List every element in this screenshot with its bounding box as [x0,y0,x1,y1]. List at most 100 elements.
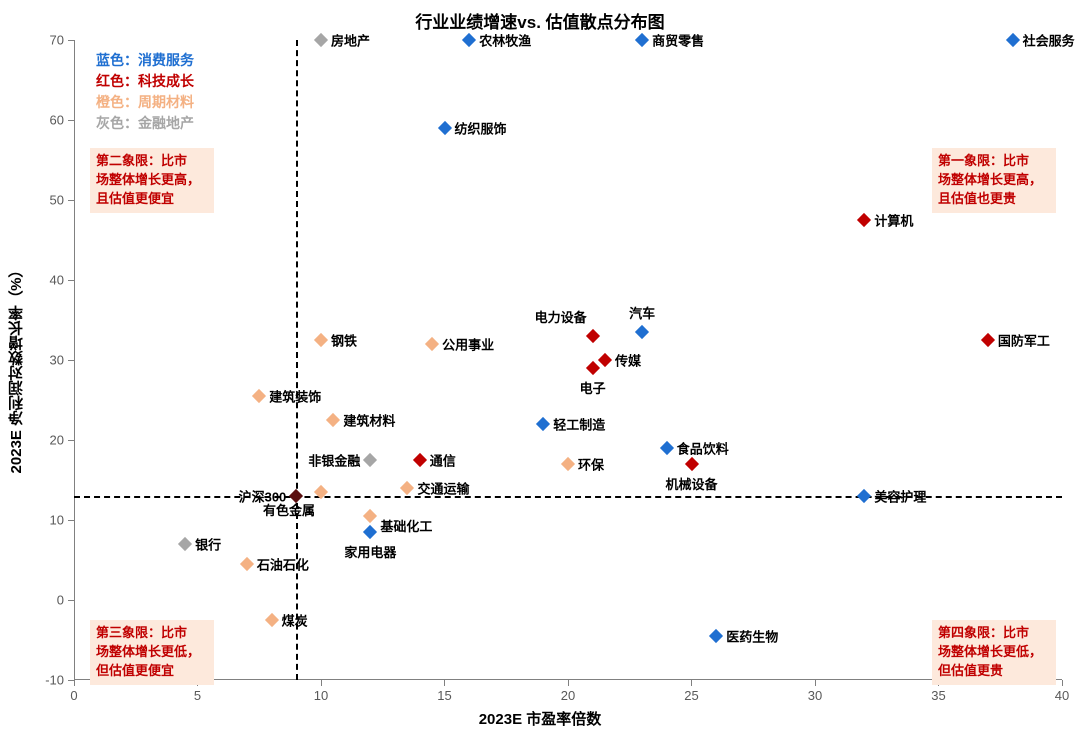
y-tick [68,120,74,121]
legend-item: 蓝色：消费服务 [96,50,194,71]
y-tick [68,200,74,201]
data-point-label: 有色金属 [263,500,315,519]
data-point [413,453,427,467]
data-point-label: 煤炭 [282,611,308,630]
data-point [684,457,698,471]
legend-item: 橙色：周期材料 [96,92,194,113]
y-tick-label: 70 [50,33,64,48]
quadrant-annotation: 第四象限：比市场整体增长更低，但估值更贵 [932,620,1056,685]
y-tick-label: 0 [57,593,64,608]
data-point [437,121,451,135]
data-point-label: 电子 [580,378,606,397]
x-tick [74,680,75,686]
y-tick [68,600,74,601]
quadrant-annotation: 第二象限：比市场整体增长更高，且估值更便宜 [90,148,214,213]
y-tick [68,280,74,281]
y-tick-label: -10 [45,673,64,688]
data-point-label: 商贸零售 [652,31,704,50]
quadrant-annotation: 第一象限：比市场整体增长更高，且估值也更贵 [932,148,1056,213]
quadrant-annotation-line: 但估值更贵 [938,662,1050,681]
y-tick-label: 40 [50,273,64,288]
x-tick [568,680,569,686]
data-point [857,213,871,227]
quadrant-annotation-line: 场整体增长更低， [938,643,1050,662]
y-tick-label: 20 [50,433,64,448]
data-point-label: 电力设备 [535,307,587,326]
data-point-label: 机械设备 [665,474,717,493]
quadrant-annotation-line: 且估值也更贵 [938,190,1050,209]
data-point [240,557,254,571]
legend-item: 红色：科技成长 [96,71,194,92]
data-point [561,457,575,471]
data-point [252,389,266,403]
data-point-label: 传媒 [615,351,641,370]
data-point [1006,33,1020,47]
quadrant-annotation-line: 第三象限：比市 [96,624,208,643]
quadrant-annotation-line: 第四象限：比市 [938,624,1050,643]
data-point [425,337,439,351]
data-point [363,453,377,467]
data-point-label: 银行 [195,535,221,554]
data-point-label: 非银金融 [308,451,360,470]
quadrant-annotation: 第三象限：比市场整体增长更低，但估值更便宜 [90,620,214,685]
data-point [536,417,550,431]
x-tick-label: 0 [70,688,77,703]
x-tick-label: 10 [314,688,328,703]
data-point-label: 基础化工 [380,516,432,535]
data-point [635,33,649,47]
x-tick-label: 25 [684,688,698,703]
x-tick [321,680,322,686]
data-point [709,629,723,643]
y-axis-line [74,40,75,680]
quadrant-annotation-line: 场整体增长更低， [96,643,208,662]
y-tick [68,440,74,441]
data-point [981,333,995,347]
legend: 蓝色：消费服务红色：科技成长橙色：周期材料灰色：金融地产 [96,50,194,134]
x-tick-label: 5 [194,688,201,703]
y-tick-label: 10 [50,513,64,528]
data-point [586,329,600,343]
data-point-label: 房地产 [331,31,370,50]
legend-item: 灰色：金融地产 [96,113,194,134]
chart-title: 行业业绩增速vs. 估值散点分布图 [0,8,1080,33]
data-point-label: 石油石化 [257,555,309,574]
y-tick [68,40,74,41]
data-point [265,613,279,627]
x-tick-label: 40 [1055,688,1069,703]
x-tick [815,680,816,686]
data-point [400,481,414,495]
data-point-label: 公用事业 [442,335,494,354]
quadrant-annotation-line: 且估值更便宜 [96,190,208,209]
y-tick-label: 50 [50,193,64,208]
y-tick [68,680,74,681]
data-point-label: 美容护理 [874,487,926,506]
quadrant-annotation-line: 但估值更便宜 [96,662,208,681]
data-point-label: 纺织服饰 [455,119,507,138]
data-point-label: 钢铁 [331,331,357,350]
data-point [660,441,674,455]
data-point-label: 医药生物 [726,627,778,646]
data-point [314,33,328,47]
data-point-label: 国防军工 [998,331,1050,350]
plot-area: 0510152025303540-10010203040506070沪深300房… [74,40,1062,680]
x-tick-label: 35 [931,688,945,703]
data-point-label: 轻工制造 [553,415,605,434]
x-tick-label: 15 [437,688,451,703]
y-tick-label: 30 [50,353,64,368]
data-point-label: 通信 [430,451,456,470]
data-point [326,413,340,427]
data-point [598,353,612,367]
data-point [363,525,377,539]
data-point [635,325,649,339]
data-point-label: 环保 [578,455,604,474]
data-point [857,489,871,503]
data-point [462,33,476,47]
data-point-label: 社会服务 [1023,31,1075,50]
ref-line-vertical [296,40,298,680]
x-tick [691,680,692,686]
data-point [363,509,377,523]
data-point-label: 建筑材料 [343,411,395,430]
y-tick [68,360,74,361]
y-tick [68,520,74,521]
data-point [586,361,600,375]
